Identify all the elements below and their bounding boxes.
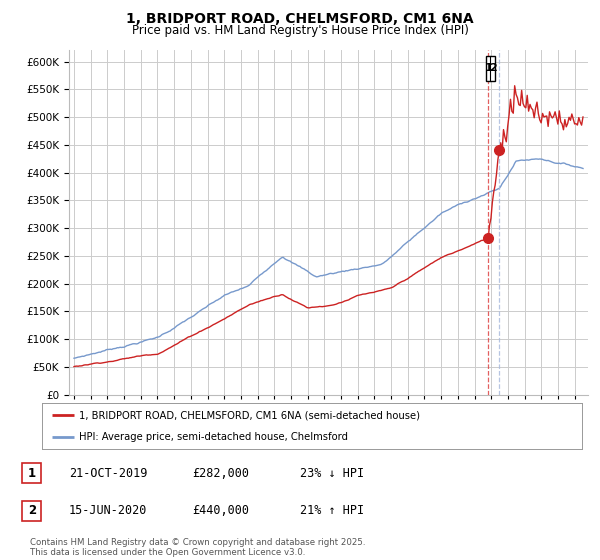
Text: 21-OCT-2019: 21-OCT-2019: [69, 466, 148, 480]
Text: 23% ↓ HPI: 23% ↓ HPI: [300, 466, 364, 480]
Text: 1, BRIDPORT ROAD, CHELMSFORD, CM1 6NA: 1, BRIDPORT ROAD, CHELMSFORD, CM1 6NA: [126, 12, 474, 26]
Text: 1, BRIDPORT ROAD, CHELMSFORD, CM1 6NA (semi-detached house): 1, BRIDPORT ROAD, CHELMSFORD, CM1 6NA (s…: [79, 410, 420, 420]
Text: 21% ↑ HPI: 21% ↑ HPI: [300, 504, 364, 517]
Text: 1: 1: [484, 63, 492, 73]
Text: Price paid vs. HM Land Registry's House Price Index (HPI): Price paid vs. HM Land Registry's House …: [131, 24, 469, 37]
Text: £440,000: £440,000: [192, 504, 249, 517]
Text: 15-JUN-2020: 15-JUN-2020: [69, 504, 148, 517]
Text: £282,000: £282,000: [192, 466, 249, 480]
Text: HPI: Average price, semi-detached house, Chelmsford: HPI: Average price, semi-detached house,…: [79, 432, 348, 442]
Bar: [486, 55, 495, 81]
Text: 2: 2: [488, 63, 496, 73]
Text: Contains HM Land Registry data © Crown copyright and database right 2025.
This d: Contains HM Land Registry data © Crown c…: [30, 538, 365, 557]
Text: 1: 1: [28, 466, 36, 480]
Text: 2: 2: [28, 504, 36, 517]
